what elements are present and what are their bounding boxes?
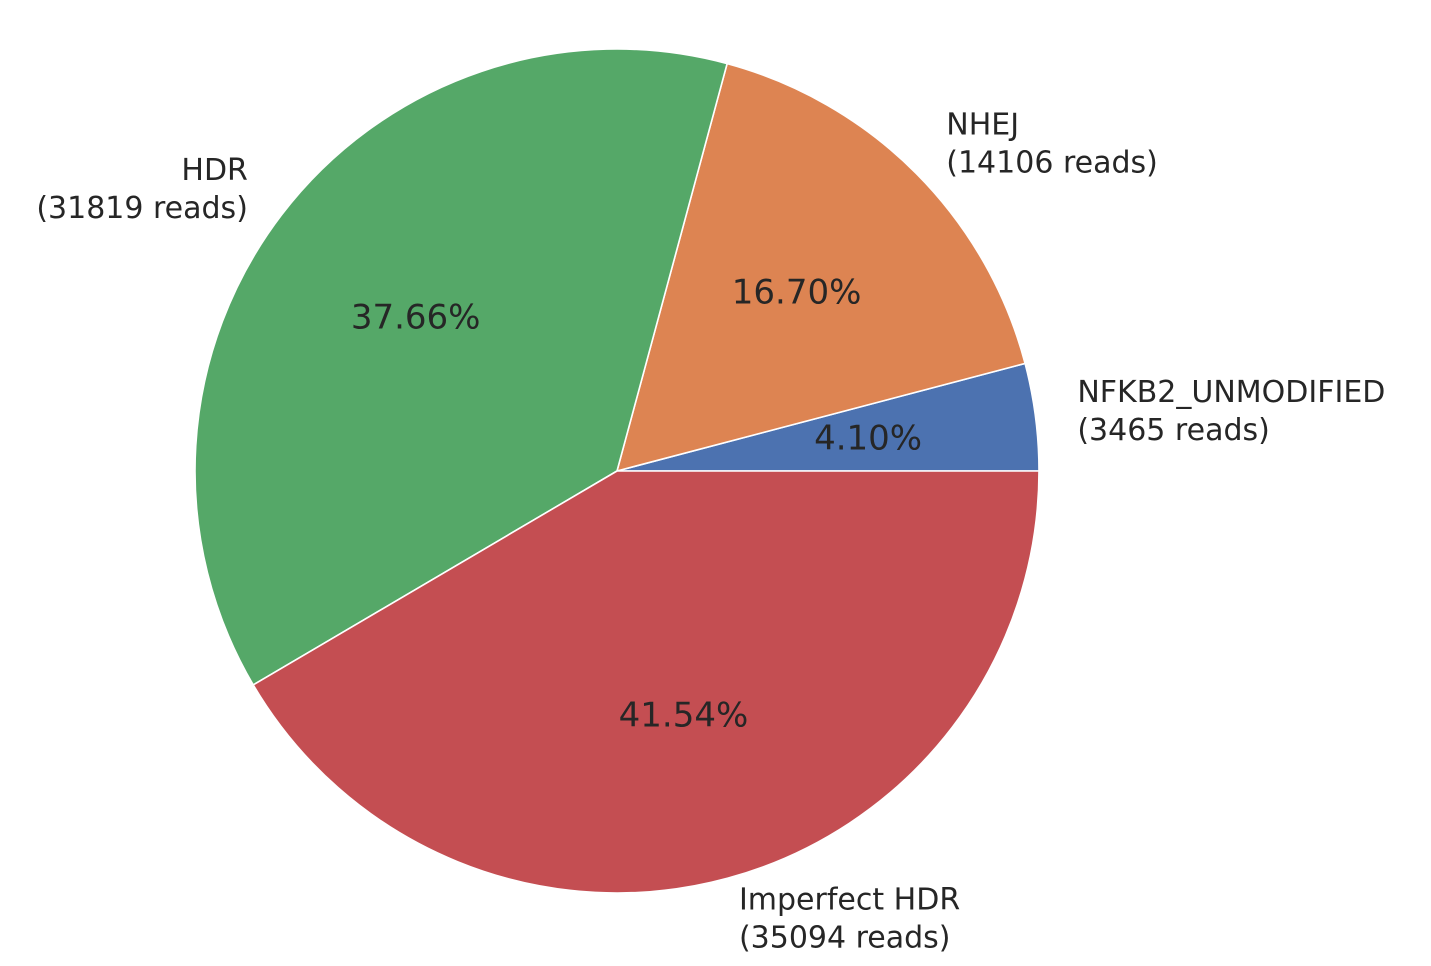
pie-slice-nhej — [616, 62, 1026, 472]
reads-label-nfkb2-unmodified: (3465 reads) — [1077, 413, 1269, 448]
category-label-hdr: HDR — [181, 153, 248, 188]
percent-labels: 4.10% 16.70% 37.66% 41.54% — [351, 273, 922, 736]
percent-label-hdr: 37.66% — [351, 297, 481, 337]
reads-label-nhej: (14106 reads) — [946, 145, 1158, 180]
reads-label-imperfect-hdr: (35094 reads) — [739, 920, 951, 955]
category-label-nfkb2-unmodified: NFKB2_UNMODIFIED — [1077, 375, 1385, 410]
percent-label-nfkb2-unmodified: 4.10% — [814, 418, 922, 458]
category-label-imperfect-hdr: Imperfect HDR — [739, 882, 960, 917]
percent-label-nhej: 16.70% — [732, 273, 862, 313]
category-label-nhej: NHEJ — [946, 107, 1019, 142]
pie-slice-hdr — [194, 48, 728, 686]
reads-label-hdr: (31819 reads) — [36, 191, 248, 226]
pie-slice-imperfect-hdr — [252, 470, 1040, 894]
pie-slices — [194, 48, 1040, 894]
percent-label-imperfect-hdr: 41.54% — [619, 695, 749, 735]
category-labels: NFKB2_UNMODIFIED(3465 reads) NHEJ(14106 r… — [36, 107, 1385, 955]
